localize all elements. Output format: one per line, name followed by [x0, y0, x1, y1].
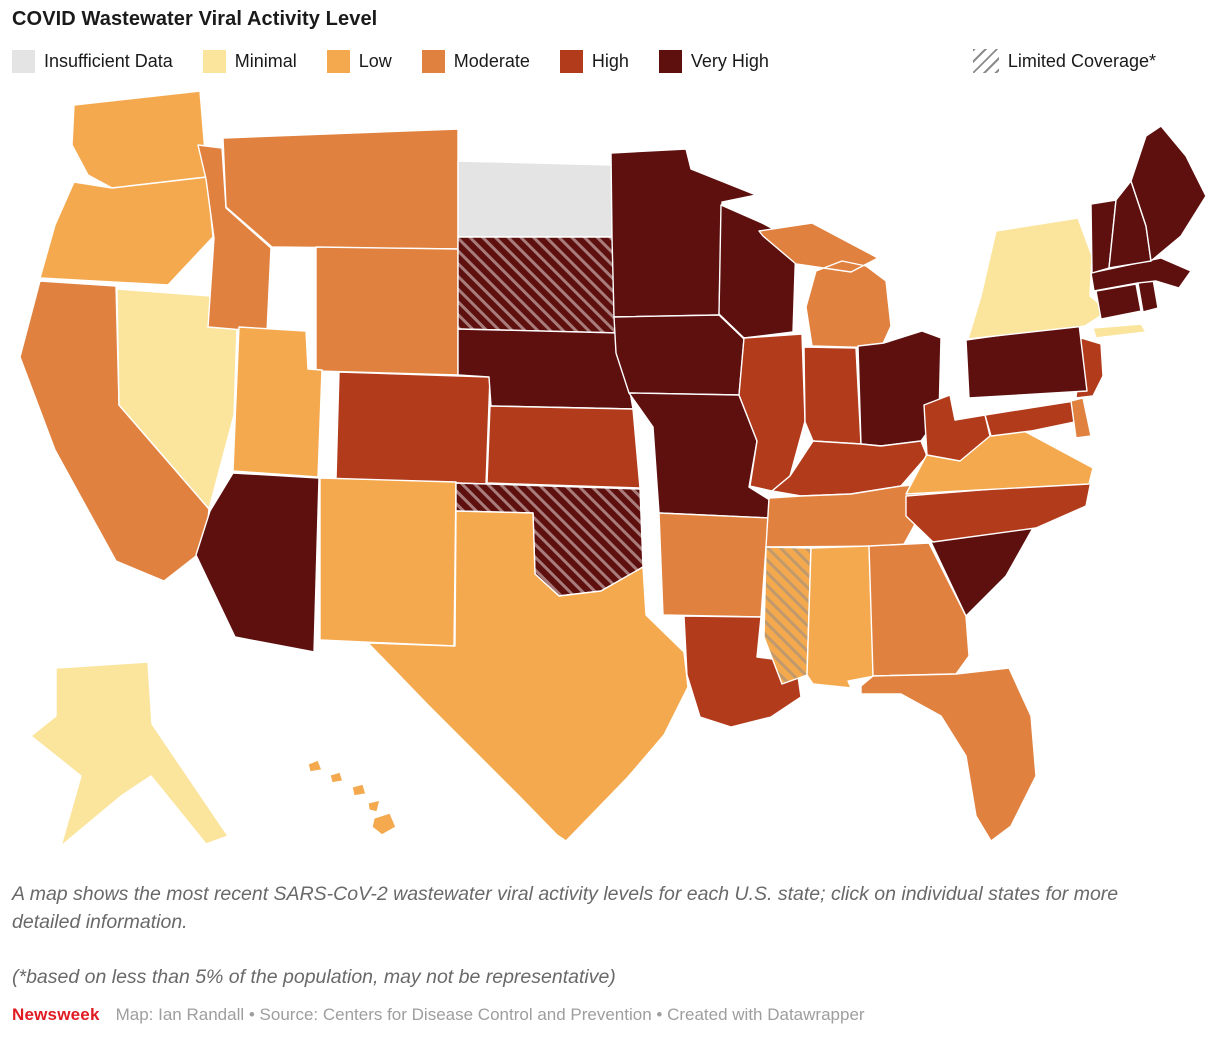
legend-label: Moderate — [453, 50, 530, 71]
state-tx[interactable]: Texas — [367, 510, 689, 842]
state-ia[interactable]: Iowa — [613, 314, 745, 396]
state-mi[interactable]: Michigan — [758, 222, 892, 349]
legend-label: High — [591, 50, 629, 71]
legend-swatch-high — [559, 49, 583, 73]
state-or[interactable]: Oregon — [39, 176, 214, 286]
legend-item-moderate: Moderate — [421, 49, 530, 73]
state-de[interactable]: Delaware — [1070, 397, 1092, 439]
state-ut[interactable]: Utah — [232, 326, 323, 478]
legend-label: Minimal — [234, 50, 297, 71]
legend-swatch-insufficient — [12, 49, 35, 73]
legend-item-low: Low — [326, 49, 392, 73]
state-hi[interactable]: Hawaii — [307, 759, 397, 836]
state-wi[interactable]: Wisconsin — [718, 204, 797, 339]
legend-item-insufficient: Insufficient Data — [12, 49, 173, 73]
legend-label: Low — [358, 50, 392, 71]
legend-label: Limited Coverage* — [1007, 50, 1156, 71]
state-wa[interactable]: Washington — [71, 90, 208, 189]
state-la[interactable]: Louisiana — [683, 615, 802, 728]
state-nm[interactable]: New Mexico — [319, 477, 457, 647]
state-ma[interactable]: Massachusetts — [1090, 257, 1192, 292]
state-ak[interactable]: Alaska — [30, 661, 229, 847]
state-fl[interactable]: Florida — [860, 667, 1037, 842]
map-caption: A map shows the most recent SARS-CoV-2 w… — [12, 883, 1119, 933]
state-nd[interactable]: North Dakota — [457, 160, 615, 238]
legend-swatch-moderate — [421, 49, 445, 73]
page-title: COVID Wastewater Viral Activity Level — [12, 8, 378, 30]
map-container: WashingtonOregonCaliforniaNevadaIdahoMon… — [0, 75, 1220, 855]
state-sd[interactable]: South Dakota — [457, 236, 621, 334]
state-ri[interactable]: Rhode Island — [1137, 278, 1159, 313]
legend-item-high: High — [559, 49, 629, 73]
legend-swatch-minimal — [202, 49, 226, 73]
legend-item-minimal: Minimal — [202, 49, 297, 73]
state-mt[interactable]: Montana — [222, 128, 459, 250]
state-ks[interactable]: Kansas — [486, 405, 641, 489]
state-al[interactable]: Alabama — [806, 545, 875, 689]
legend-items: Insufficient Data Minimal Low Moderate High V… — [12, 49, 769, 73]
legend-swatch-very_high — [658, 49, 682, 73]
footer-credit: Map: Ian Randall • Source: Centers for D… — [115, 1005, 865, 1025]
map-footnote: (*based on less than 5% of the populatio… — [12, 966, 616, 989]
state-nc[interactable]: North Carolina — [905, 480, 1092, 543]
state-me[interactable]: Maine — [1130, 125, 1207, 262]
state-in[interactable]: Indiana — [803, 346, 862, 445]
legend-swatch-low — [326, 49, 350, 73]
legend: Insufficient Data Minimal Low Moderate High V… — [12, 49, 1208, 73]
hatch-swatch-icon — [972, 49, 999, 73]
state-az[interactable]: Arizona — [195, 472, 320, 653]
us-map: WashingtonOregonCaliforniaNevadaIdahoMon… — [19, 90, 1207, 847]
state-ms[interactable]: Mississippi — [763, 546, 812, 685]
legend-label: Insufficient Data — [44, 50, 173, 71]
state-wy[interactable]: Wyoming — [315, 246, 459, 376]
state-ar[interactable]: Arkansas — [658, 512, 772, 618]
footer: Newsweek Map: Ian Randall • Source: Cent… — [12, 1005, 1208, 1025]
newsweek-logo[interactable]: Newsweek — [12, 1005, 100, 1025]
state-md[interactable]: Maryland — [984, 400, 1080, 437]
legend-label: Very High — [690, 50, 769, 71]
legend-item-very_high: Very High — [658, 49, 769, 73]
legend-item-limited-coverage: Limited Coverage* — [972, 49, 1156, 73]
state-co[interactable]: Colorado — [335, 371, 491, 485]
